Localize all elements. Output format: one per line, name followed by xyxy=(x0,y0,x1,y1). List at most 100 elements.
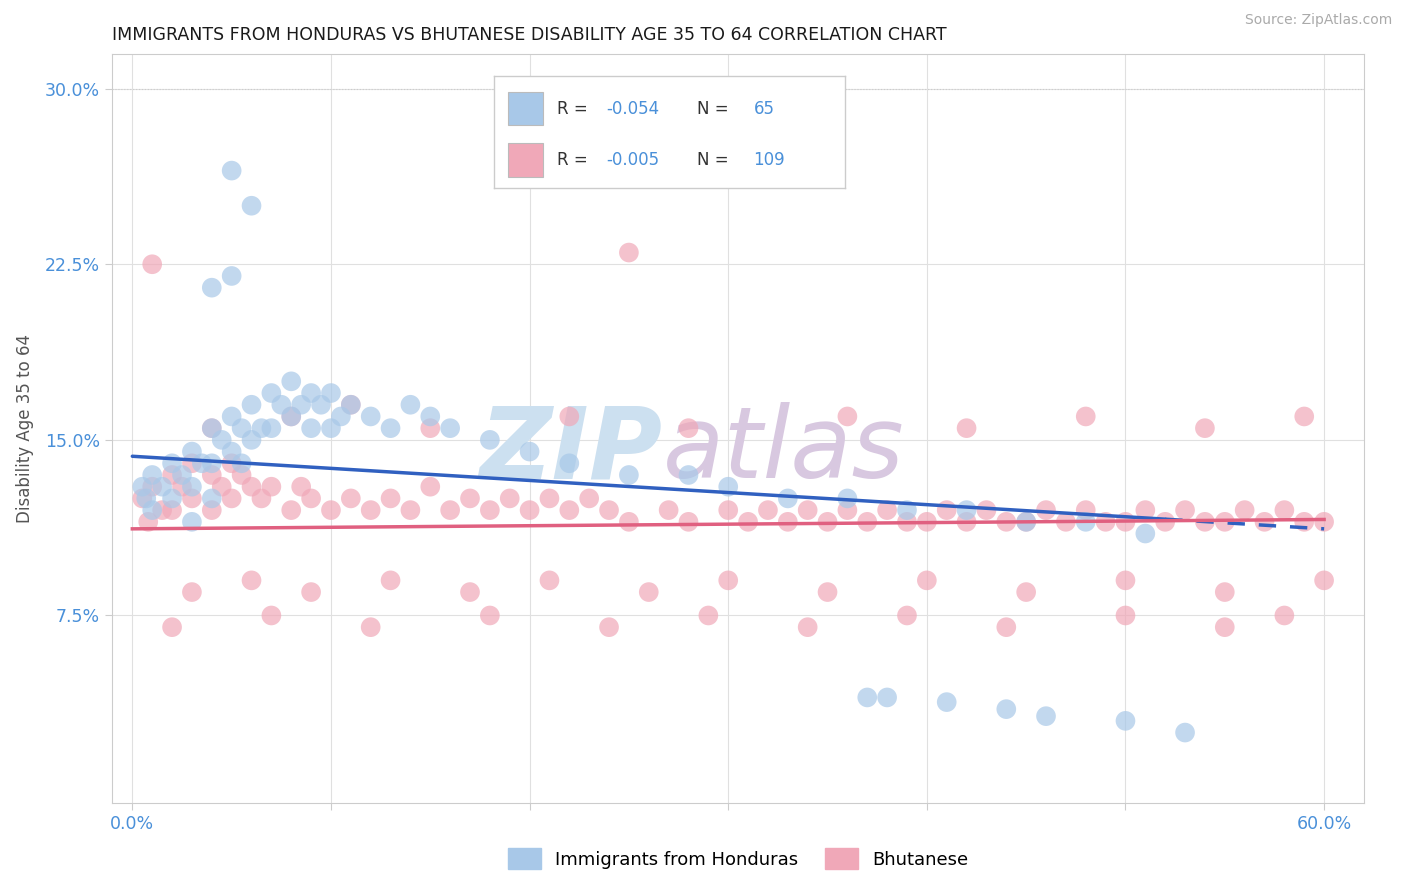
Point xyxy=(439,421,461,435)
Point xyxy=(637,585,659,599)
Point xyxy=(876,503,898,517)
Point xyxy=(1294,515,1316,529)
Point xyxy=(201,467,224,482)
Point xyxy=(837,409,859,424)
Point xyxy=(538,574,561,588)
Point xyxy=(160,491,183,506)
Point xyxy=(1114,608,1136,623)
Point xyxy=(756,503,779,517)
Point xyxy=(280,375,302,389)
Point xyxy=(796,503,818,517)
Point xyxy=(299,585,322,599)
Point xyxy=(141,480,163,494)
Point xyxy=(796,620,818,634)
Point xyxy=(250,421,273,435)
Point xyxy=(817,515,839,529)
Point xyxy=(499,491,522,506)
Point xyxy=(1213,620,1236,634)
Point xyxy=(617,515,640,529)
Point xyxy=(160,456,183,470)
Point xyxy=(1213,515,1236,529)
Point xyxy=(360,409,382,424)
Point xyxy=(1272,503,1295,517)
Point xyxy=(380,574,402,588)
Point xyxy=(598,503,620,517)
Point xyxy=(1213,585,1236,599)
Point xyxy=(478,433,501,447)
Point xyxy=(678,515,700,529)
Point xyxy=(299,421,322,435)
Point xyxy=(558,456,581,470)
Legend: Immigrants from Honduras, Bhutanese: Immigrants from Honduras, Bhutanese xyxy=(501,841,976,876)
Point xyxy=(250,491,273,506)
Point xyxy=(1015,515,1038,529)
Point xyxy=(817,585,839,599)
Point xyxy=(1054,515,1077,529)
Point xyxy=(309,398,332,412)
Point xyxy=(240,480,263,494)
Point xyxy=(856,690,879,705)
Point xyxy=(340,398,363,412)
Point xyxy=(439,503,461,517)
Point xyxy=(617,467,640,482)
Point xyxy=(340,491,363,506)
Point xyxy=(1015,585,1038,599)
Point xyxy=(221,491,243,506)
Point xyxy=(141,257,163,271)
Point xyxy=(1294,409,1316,424)
Point xyxy=(211,433,233,447)
Point xyxy=(1174,503,1197,517)
Point xyxy=(221,163,243,178)
Point xyxy=(976,503,998,517)
Point xyxy=(717,574,740,588)
Point xyxy=(538,491,561,506)
Point xyxy=(915,574,938,588)
Point xyxy=(558,409,581,424)
Point xyxy=(136,515,159,529)
Point xyxy=(1015,515,1038,529)
Point xyxy=(658,503,681,517)
Point xyxy=(260,608,283,623)
Text: Source: ZipAtlas.com: Source: ZipAtlas.com xyxy=(1244,13,1392,28)
Point xyxy=(955,515,977,529)
Point xyxy=(678,467,700,482)
Point xyxy=(201,503,224,517)
Point xyxy=(141,503,163,517)
Point xyxy=(131,480,153,494)
Point xyxy=(221,409,243,424)
Point xyxy=(1174,725,1197,739)
Point xyxy=(1135,503,1157,517)
Text: IMMIGRANTS FROM HONDURAS VS BHUTANESE DISABILITY AGE 35 TO 64 CORRELATION CHART: IMMIGRANTS FROM HONDURAS VS BHUTANESE DI… xyxy=(112,26,948,44)
Point xyxy=(935,695,957,709)
Point xyxy=(170,467,193,482)
Point xyxy=(598,620,620,634)
Point xyxy=(181,444,204,458)
Point xyxy=(221,268,243,283)
Point xyxy=(896,608,918,623)
Point xyxy=(270,398,292,412)
Point xyxy=(1114,574,1136,588)
Point xyxy=(955,421,977,435)
Point xyxy=(1074,503,1097,517)
Y-axis label: Disability Age 35 to 64: Disability Age 35 to 64 xyxy=(15,334,34,523)
Point xyxy=(240,433,263,447)
Point xyxy=(458,491,481,506)
Point xyxy=(280,409,302,424)
Point xyxy=(329,409,352,424)
Point xyxy=(1194,421,1216,435)
Point xyxy=(299,386,322,401)
Point xyxy=(221,456,243,470)
Point xyxy=(290,480,312,494)
Point xyxy=(1135,526,1157,541)
Point xyxy=(141,467,163,482)
Point xyxy=(360,620,382,634)
Point xyxy=(1313,515,1336,529)
Point xyxy=(319,421,342,435)
Point xyxy=(458,585,481,599)
Point xyxy=(319,503,342,517)
Point xyxy=(578,491,600,506)
Point xyxy=(1074,409,1097,424)
Point xyxy=(340,398,363,412)
Point xyxy=(280,409,302,424)
Point xyxy=(896,515,918,529)
